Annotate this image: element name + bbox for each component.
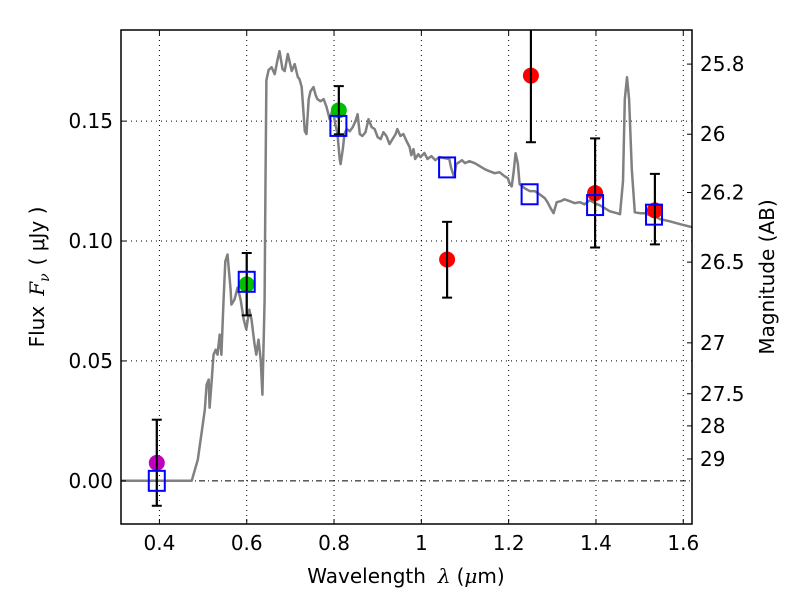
right-tick-label: 26: [700, 122, 725, 146]
x-tick-label: 1: [415, 531, 428, 555]
y-tick-label: 0.00: [68, 469, 113, 493]
right-tick-label: 27: [700, 331, 725, 355]
plot-layer: [121, 30, 692, 507]
x-tick-label: 1.2: [493, 531, 525, 555]
model-photometry-square: [147, 469, 166, 492]
x-axis-ticks: 0.4 0.6 0.8 1 1.2 1.4 1.6: [144, 30, 699, 555]
x-axis-label-unit-mu: μ: [464, 564, 477, 588]
x-axis-label-unit-close: m): [477, 564, 504, 588]
model-photometry-square: [645, 203, 664, 226]
y-axis-label-unit: ( μJy ): [25, 207, 49, 266]
right-tick-label: 29: [700, 447, 725, 471]
x-axis-label-unit-open: (: [457, 564, 465, 588]
model-spectrum-line: [121, 49, 692, 483]
grid-lines: [121, 30, 692, 524]
y-axis-label-subscript: ν: [37, 273, 53, 282]
y-tick-label: 0.10: [68, 229, 113, 253]
y-axis-label-text: Flux: [25, 306, 49, 348]
model-photometry-square: [329, 114, 348, 137]
axes-frame: [120, 29, 693, 525]
model-photometry-square: [438, 156, 457, 179]
right-tick-label: 27.5: [700, 382, 745, 406]
right-axis-label: Magnitude (AB): [755, 199, 779, 354]
model-photometry-square: [586, 194, 605, 217]
right-axis-ticks: 25.8 26 26.2 26.5 27 27.5 28 29: [687, 52, 745, 471]
model-photometry-square: [520, 183, 539, 206]
x-tick-label: 0.4: [144, 531, 176, 555]
x-axis-label-text: Wavelength: [307, 564, 426, 588]
x-tick-label: 0.6: [231, 531, 263, 555]
x-axis-label: Wavelength λ (μm): [307, 564, 504, 588]
y-tick-label: 0.05: [68, 349, 113, 373]
model-photometry-square: [237, 270, 256, 293]
y-axis-label: Flux Fν ( μJy ): [25, 207, 53, 348]
y-axis-ticks: 0.00 0.05 0.10 0.15: [68, 109, 126, 493]
y-tick-label: 0.15: [68, 109, 113, 133]
x-axis-label-symbol: λ: [437, 564, 451, 588]
right-tick-label: 28: [700, 414, 725, 438]
x-tick-label: 1.4: [580, 531, 612, 555]
right-tick-label: 26.2: [700, 181, 745, 205]
x-tick-label: 0.8: [318, 531, 350, 555]
x-tick-label: 1.6: [667, 531, 699, 555]
y-axis-label-symbol: F: [25, 281, 49, 297]
right-tick-label: 26.5: [700, 250, 745, 274]
plot-area: [121, 30, 692, 524]
right-tick-label: 25.8: [700, 52, 745, 76]
